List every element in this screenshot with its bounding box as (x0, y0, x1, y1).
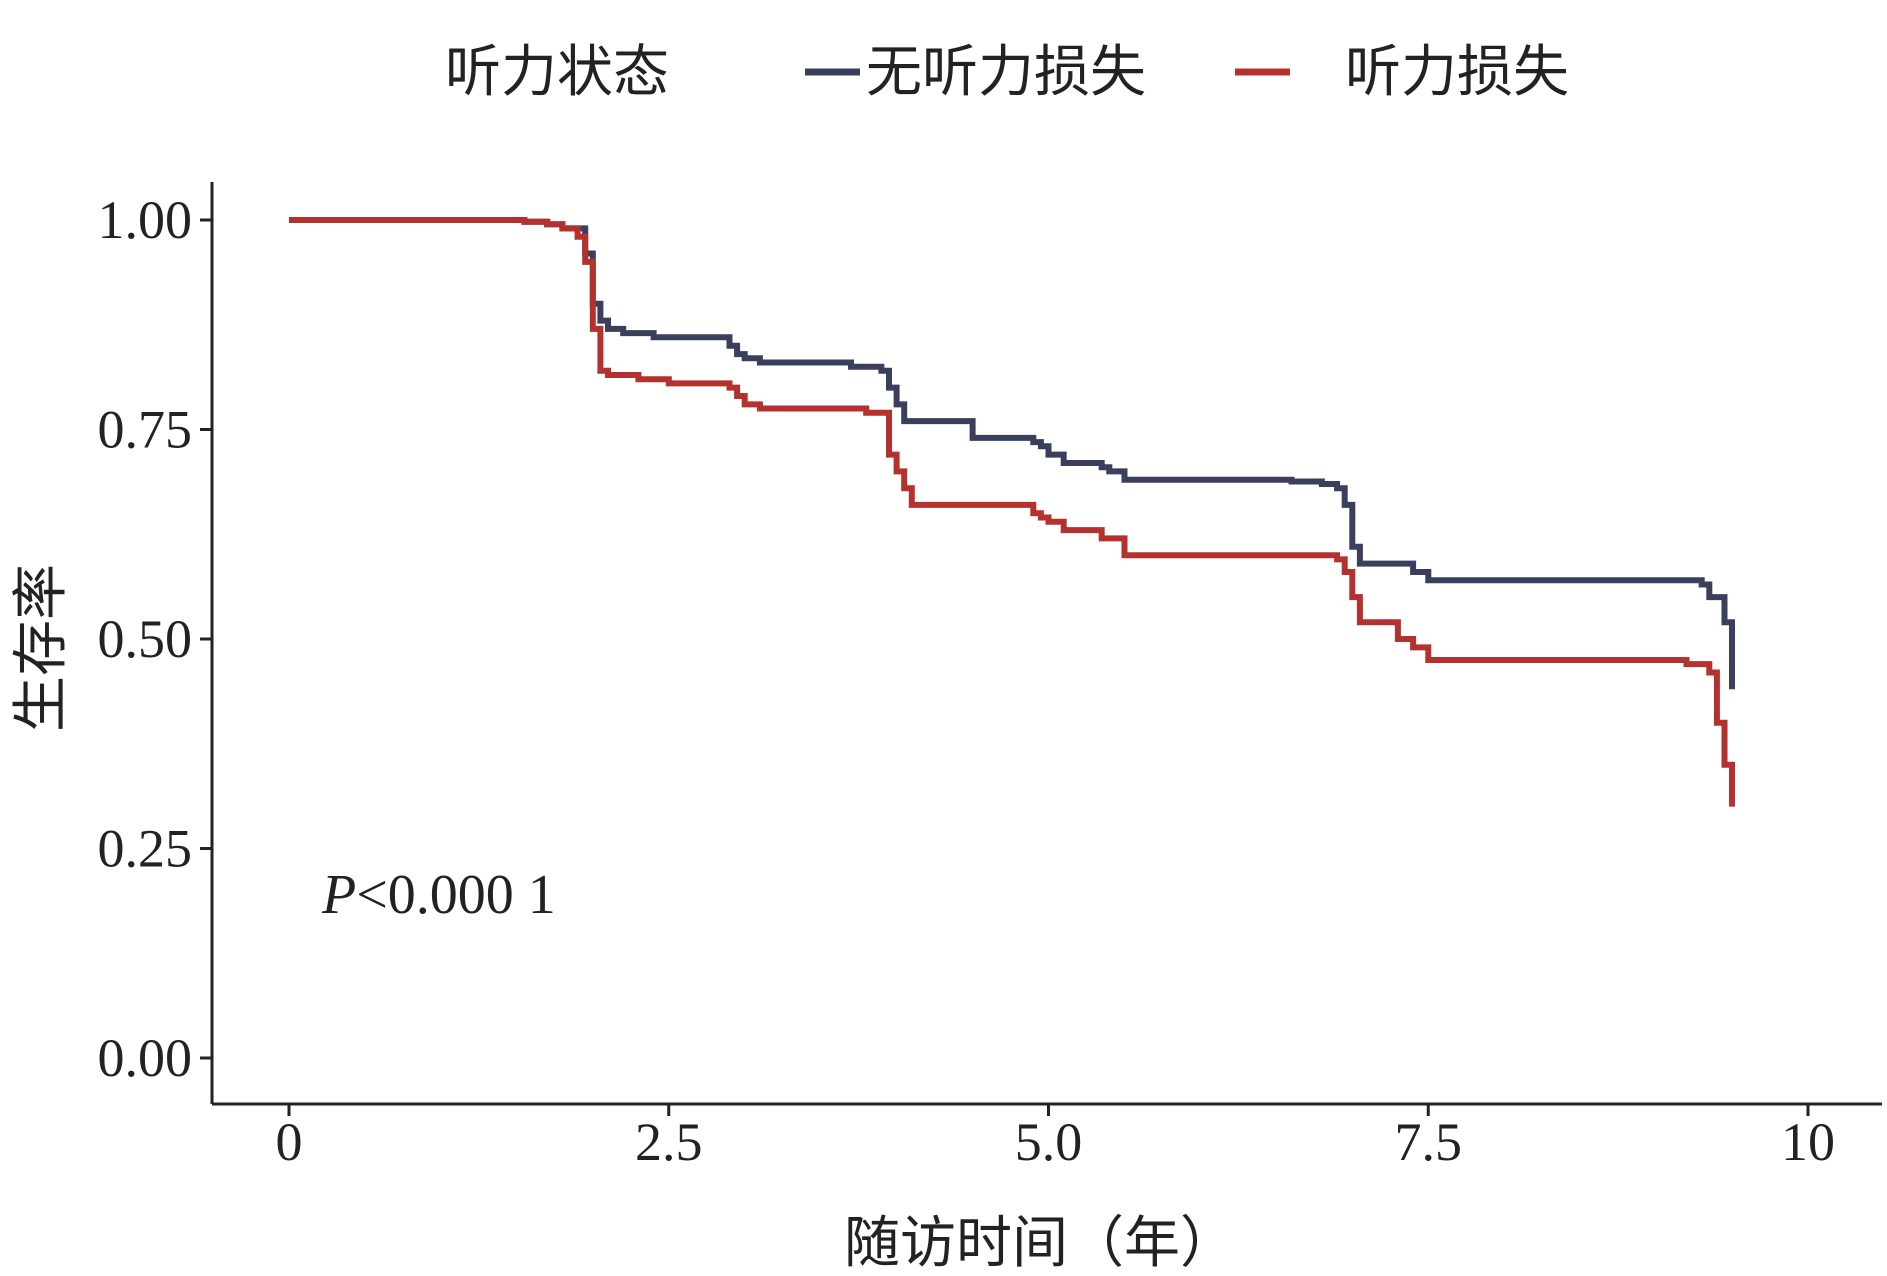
p-value-text: <0.000 1 (356, 864, 556, 926)
legend-label-hearing-loss: 听力损失 (1345, 40, 1569, 105)
x-ticks: 0 2.5 5.0 7.5 10 (276, 1104, 1835, 1172)
p-value-letter: P (321, 864, 356, 926)
x-tick-label: 5.0 (1015, 1112, 1083, 1172)
x-tick-label: 10 (1781, 1112, 1835, 1172)
legend-label-no-hearing-loss: 无听力损失 (866, 40, 1146, 105)
y-tick-label: 0.75 (98, 400, 193, 460)
curve-no-hearing-loss (289, 217, 1735, 690)
x-axis-title: 随访时间（年） (844, 1211, 1236, 1276)
x-tick-label: 0 (276, 1112, 303, 1172)
y-ticks: 0.00 0.25 0.50 0.75 1.00 (98, 190, 212, 1088)
y-tick-label: 1.00 (98, 190, 193, 250)
p-value-annotation: P<0.000 1 (321, 864, 556, 926)
curve-hearing-loss (289, 217, 1735, 807)
y-axis-title: 生存率 (9, 564, 74, 732)
y-tick-label: 0.25 (98, 819, 193, 879)
x-tick-label: 7.5 (1395, 1112, 1463, 1172)
y-tick-label: 0.00 (98, 1028, 193, 1088)
survival-curves (289, 217, 1735, 807)
x-tick-label: 2.5 (635, 1112, 703, 1172)
legend: 听力状态 无听力损失 听力损失 (445, 40, 1569, 105)
legend-title: 听力状态 (445, 40, 669, 105)
y-tick-label: 0.50 (98, 609, 193, 669)
